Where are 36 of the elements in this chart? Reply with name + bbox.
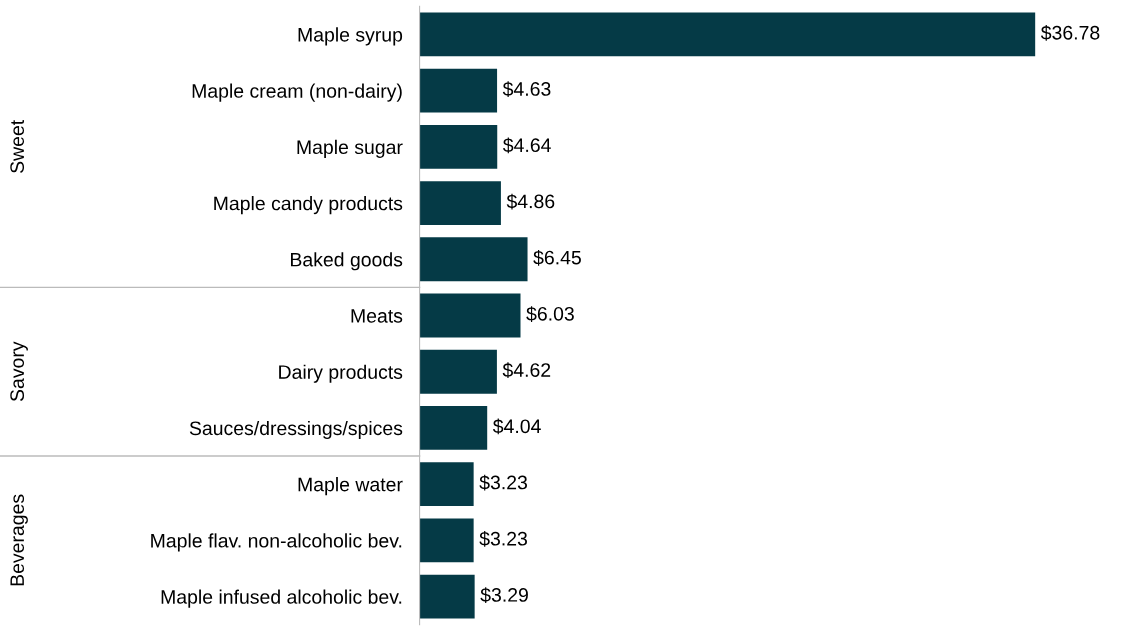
bar (419, 574, 475, 619)
data-label: $4.62 (502, 362, 551, 379)
data-label: $4.63 (502, 81, 551, 98)
text: Savory (10, 341, 28, 402)
y-tick-label: Maple water (298, 477, 403, 496)
y-tick-label: Meats (351, 309, 403, 323)
y-tick-label: Baked goods (291, 252, 403, 271)
data-label: $3.23 (479, 474, 527, 491)
data-label: $36.78 (1040, 25, 1100, 41)
data-label: $4.64 (503, 137, 551, 154)
bar (419, 462, 474, 507)
y-tick-label: Maple sugar (297, 139, 403, 158)
data-label: $4.86 (506, 193, 555, 210)
y-tick-label: Maple flav. non-alcoholic bev. (151, 533, 402, 552)
y-tick-label: Maple cream (non-dairy) (192, 83, 402, 102)
y-tick-label: Maple infused alcoholic bev. (161, 589, 402, 608)
bar (419, 181, 501, 225)
data-label: $6.03 (526, 306, 574, 322)
data-label: $3.29 (480, 587, 528, 603)
data-label: $6.45 (533, 249, 581, 266)
y-tick-label: Maple syrup (298, 27, 403, 46)
data-label: $3.23 (479, 531, 527, 547)
bar (419, 406, 488, 450)
y-tick-label: Maple candy products (214, 196, 403, 215)
y-tick-label: Sauces/dressings/spices (189, 420, 403, 440)
bar (419, 124, 498, 169)
bar (419, 237, 528, 282)
data-label: $4.04 (492, 418, 541, 435)
text: Beverages (10, 494, 28, 586)
bar (419, 12, 1036, 57)
y-tick-label: Dairy products (279, 364, 403, 383)
text: Sweet (10, 119, 25, 173)
bar (419, 293, 521, 338)
bar (419, 68, 498, 113)
bar (419, 349, 497, 394)
bar (419, 518, 474, 563)
